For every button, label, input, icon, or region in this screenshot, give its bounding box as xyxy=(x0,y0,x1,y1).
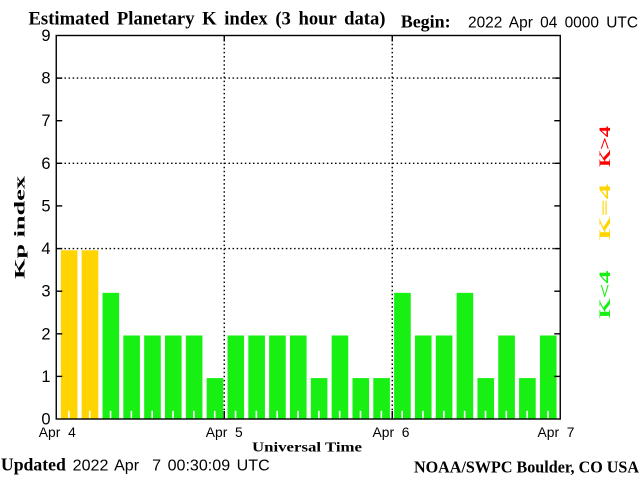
svg-text:K<4: K<4 xyxy=(597,270,614,318)
svg-text:Universal Time: Universal Time xyxy=(252,440,362,455)
svg-text:Updated: Updated xyxy=(1,454,66,474)
svg-text:3: 3 xyxy=(41,283,50,301)
svg-text:6: 6 xyxy=(41,155,50,173)
svg-text:1: 1 xyxy=(41,368,50,386)
svg-text:Apr 4: Apr 4 xyxy=(39,425,76,440)
svg-text:Apr 6: Apr 6 xyxy=(373,425,410,440)
svg-text:2022 Apr 04 0000 UTC: 2022 Apr 04 0000 UTC xyxy=(468,15,638,32)
svg-text:K=4: K=4 xyxy=(597,184,614,240)
svg-text:5: 5 xyxy=(41,197,50,215)
svg-text:NOAA/SWPC Boulder, CO USA: NOAA/SWPC Boulder, CO USA xyxy=(414,457,639,476)
svg-text:2: 2 xyxy=(41,325,50,343)
svg-text:Apr 5: Apr 5 xyxy=(206,425,243,440)
svg-text:Apr 7: Apr 7 xyxy=(538,425,575,440)
svg-text:K>4: K>4 xyxy=(597,126,614,167)
svg-text:4: 4 xyxy=(41,240,50,258)
svg-text:Estimated Planetary K index (3: Estimated Planetary K index (3 hour data… xyxy=(29,9,386,30)
svg-text:2022 Apr 7 00:30:09 UTC: 2022 Apr 7 00:30:09 UTC xyxy=(73,457,270,474)
svg-text:9: 9 xyxy=(41,27,50,45)
svg-text:0: 0 xyxy=(41,411,50,429)
svg-text:8: 8 xyxy=(41,70,50,88)
svg-text:7: 7 xyxy=(41,112,50,130)
svg-text:Kp index: Kp index xyxy=(13,175,29,279)
svg-text:Begin:: Begin: xyxy=(401,12,451,32)
